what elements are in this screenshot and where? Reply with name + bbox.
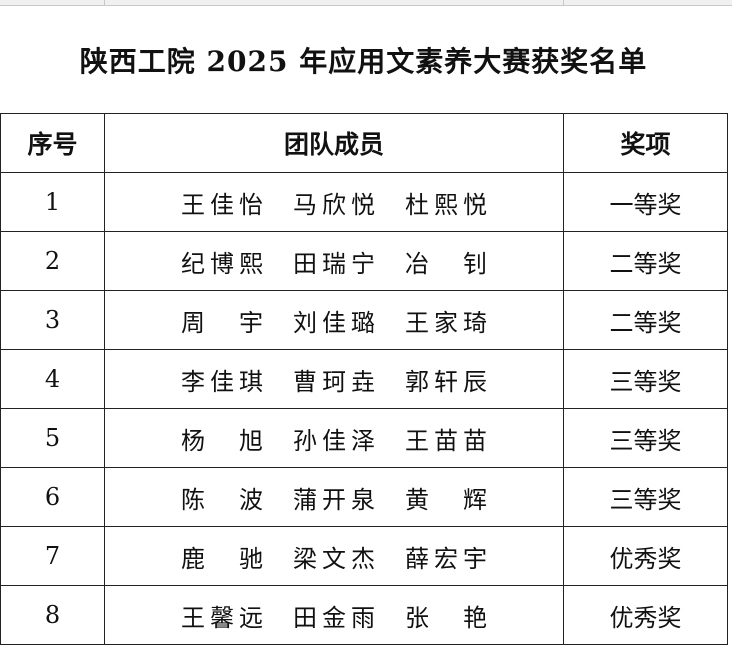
member-list: 王佳怡 马欣悦 杜熙悦 (181, 185, 487, 220)
member-list: 李佳琪 曹珂垚 郭轩辰 (181, 362, 487, 397)
column-divider (104, 0, 105, 5)
member-name: 孙佳泽 (293, 426, 375, 455)
cell-award[interactable]: 三等奖 (563, 408, 728, 468)
cell-no[interactable]: 1 (0, 172, 105, 232)
member-name: 薛宏宇 (405, 544, 487, 573)
cell-award[interactable]: 一等奖 (563, 172, 728, 232)
member-list: 鹿驰 梁文杰 薛宏宇 (181, 539, 487, 574)
cell-no[interactable]: 7 (0, 526, 105, 586)
member-list: 杨旭 孙佳泽 王苗苗 (181, 421, 487, 456)
table-row: 6 陈波 蒲开泉 黄辉 三等奖 (0, 467, 728, 527)
cell-no[interactable]: 4 (0, 349, 105, 409)
table-row: 3 周宇 刘佳璐 王家琦 二等奖 (0, 290, 728, 350)
table-row: 1 王佳怡 马欣悦 杜熙悦 一等奖 (0, 172, 728, 232)
member-list: 纪博熙 田瑞宁 冶钊 (181, 244, 487, 279)
cell-no[interactable]: 3 (0, 290, 105, 350)
table-row: 5 杨旭 孙佳泽 王苗苗 三等奖 (0, 408, 728, 468)
cell-members[interactable]: 王馨远 田金雨 张艳 (104, 585, 564, 645)
member-list: 陈波 蒲开泉 黄辉 (181, 480, 487, 515)
header-no[interactable]: 序号 (0, 113, 105, 173)
member-list: 周宇 刘佳璐 王家琦 (181, 303, 487, 338)
cell-members[interactable]: 鹿驰 梁文杰 薛宏宇 (104, 526, 564, 586)
column-divider (563, 0, 564, 5)
cell-award[interactable]: 三等奖 (563, 349, 728, 409)
member-name: 曹珂垚 (293, 367, 375, 396)
cell-no[interactable]: 8 (0, 585, 105, 645)
member-name: 张艳 (405, 603, 487, 632)
cell-members[interactable]: 王佳怡 马欣悦 杜熙悦 (104, 172, 564, 232)
member-name: 王家琦 (405, 308, 487, 337)
header-members[interactable]: 团队成员 (104, 113, 564, 173)
member-name: 梁文杰 (293, 544, 375, 573)
member-name: 刘佳璐 (293, 308, 375, 337)
cell-award[interactable]: 优秀奖 (563, 585, 728, 645)
cell-members[interactable]: 李佳琪 曹珂垚 郭轩辰 (104, 349, 564, 409)
cell-members[interactable]: 周宇 刘佳璐 王家琦 (104, 290, 564, 350)
table-row: 7 鹿驰 梁文杰 薛宏宇 优秀奖 (0, 526, 728, 586)
member-name: 冶钊 (405, 249, 487, 278)
spreadsheet-grid-header (0, 0, 732, 6)
table-row: 2 纪博熙 田瑞宁 冶钊 二等奖 (0, 231, 728, 291)
member-name: 王佳怡 (181, 190, 263, 219)
cell-award[interactable]: 三等奖 (563, 467, 728, 527)
cell-no[interactable]: 5 (0, 408, 105, 468)
member-name: 周宇 (181, 308, 263, 337)
cell-award[interactable]: 二等奖 (563, 231, 728, 291)
member-name: 李佳琪 (181, 367, 263, 396)
cell-members[interactable]: 陈波 蒲开泉 黄辉 (104, 467, 564, 527)
member-name: 田金雨 (293, 603, 375, 632)
member-name: 陈波 (181, 485, 263, 514)
page-title: 陕西工院 2025 年应用文素养大赛获奖名单 (79, 44, 648, 78)
cell-members[interactable]: 纪博熙 田瑞宁 冶钊 (104, 231, 564, 291)
member-name: 田瑞宁 (293, 249, 375, 278)
member-name: 郭轩辰 (405, 367, 487, 396)
cell-members[interactable]: 杨旭 孙佳泽 王苗苗 (104, 408, 564, 468)
member-name: 王馨远 (181, 603, 263, 632)
cell-no[interactable]: 2 (0, 231, 105, 291)
award-table: 序号 团队成员 奖项 1 王佳怡 马欣悦 杜熙悦 一等奖 2 纪博熙 田瑞宁 冶钊 二等奖 3 周宇刘… (0, 113, 728, 645)
table-row: 8 王馨远 田金雨 张艳 优秀奖 (0, 585, 728, 645)
member-name: 黄辉 (405, 485, 487, 514)
member-name: 纪博熙 (181, 249, 263, 278)
table-row: 4 李佳琪 曹珂垚 郭轩辰 三等奖 (0, 349, 728, 409)
cell-award[interactable]: 优秀奖 (563, 526, 728, 586)
member-name: 马欣悦 (293, 190, 375, 219)
member-name: 杨旭 (181, 426, 263, 455)
cell-award[interactable]: 二等奖 (563, 290, 728, 350)
table-header-row: 序号 团队成员 奖项 (0, 113, 728, 173)
member-name: 王苗苗 (405, 426, 487, 455)
member-list: 王馨远 田金雨 张艳 (181, 598, 487, 633)
member-name: 蒲开泉 (293, 485, 375, 514)
cell-no[interactable]: 6 (0, 467, 105, 527)
member-name: 杜熙悦 (405, 190, 487, 219)
member-name: 鹿驰 (181, 544, 263, 573)
header-award[interactable]: 奖项 (563, 113, 728, 173)
